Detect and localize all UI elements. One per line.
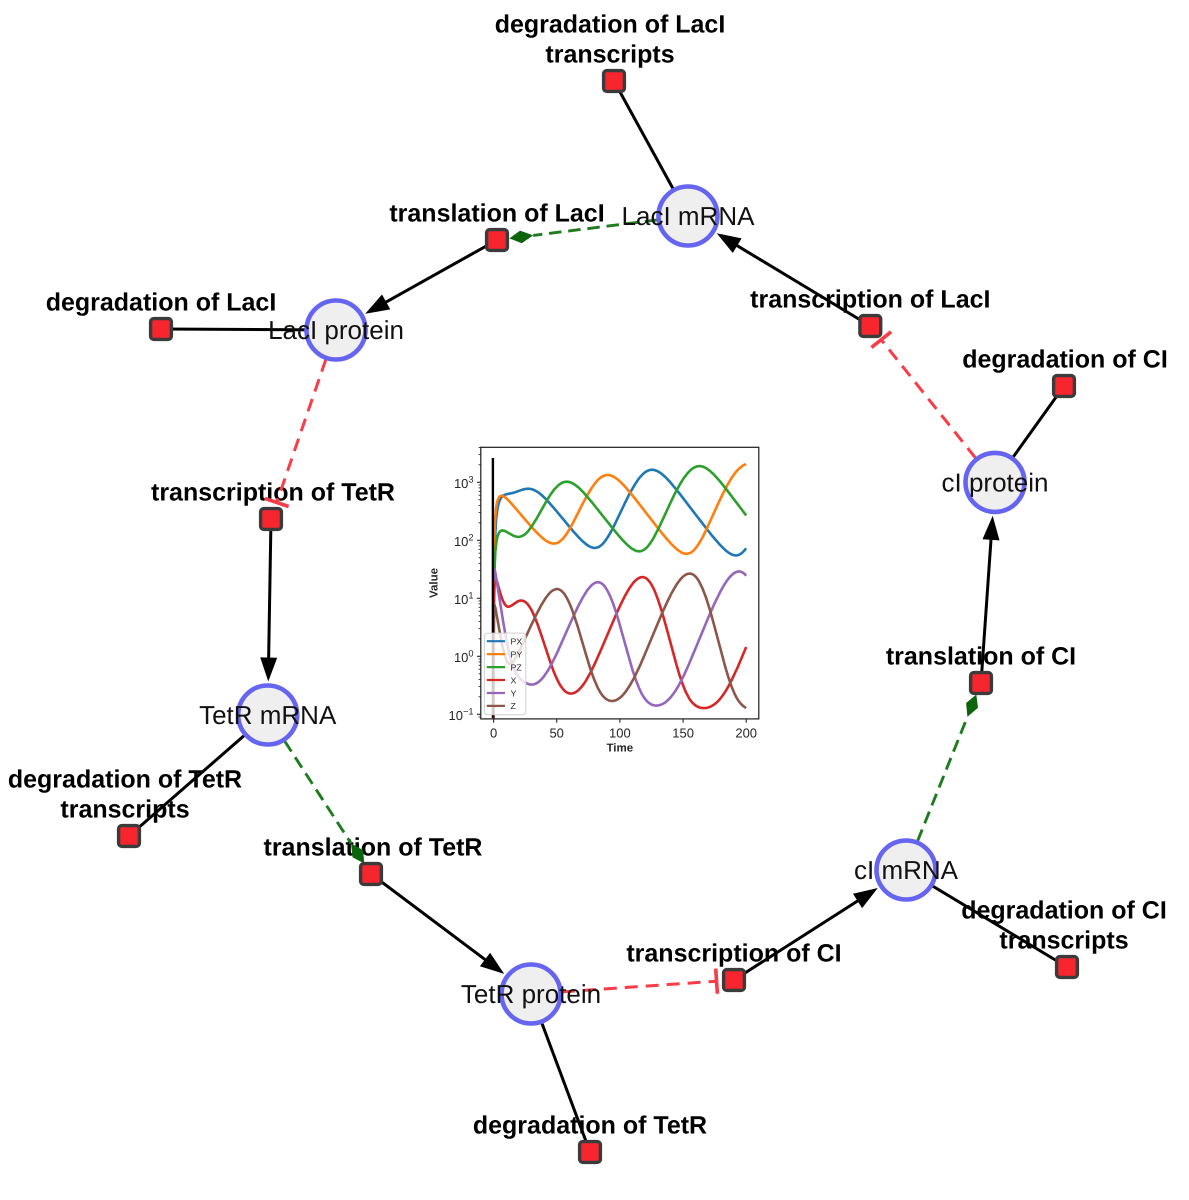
- svg-text:PY: PY: [511, 649, 523, 659]
- svg-text:degradation of CI: degradation of CI: [961, 897, 1167, 925]
- svg-text:LacI mRNA: LacI mRNA: [622, 201, 756, 231]
- svg-text:transcription of LacI: transcription of LacI: [750, 286, 990, 314]
- svg-text:Y: Y: [511, 688, 517, 698]
- svg-text:PZ: PZ: [511, 662, 523, 672]
- svg-text:degradation of TetR: degradation of TetR: [473, 1112, 707, 1140]
- svg-text:cI mRNA: cI mRNA: [854, 855, 959, 885]
- svg-text:0: 0: [490, 725, 497, 740]
- svg-text:X: X: [511, 675, 517, 685]
- svg-text:100: 100: [609, 725, 631, 740]
- svg-text:transcripts: transcripts: [545, 41, 674, 69]
- svg-text:TetR mRNA: TetR mRNA: [199, 700, 337, 730]
- svg-text:degradation of LacI: degradation of LacI: [46, 289, 277, 317]
- svg-text:Time: Time: [606, 743, 633, 755]
- svg-text:translation of TetR: translation of TetR: [264, 834, 483, 862]
- svg-text:PX: PX: [511, 637, 523, 647]
- svg-text:degradation of CI: degradation of CI: [962, 346, 1168, 374]
- svg-text:translation of LacI: translation of LacI: [389, 200, 604, 228]
- svg-text:50: 50: [549, 725, 563, 740]
- svg-text:200: 200: [735, 725, 757, 740]
- svg-text:Value: Value: [429, 568, 441, 598]
- svg-text:transcripts: transcripts: [999, 927, 1128, 955]
- svg-text:TetR protein: TetR protein: [461, 979, 601, 1009]
- svg-text:LacI protein: LacI protein: [268, 315, 404, 345]
- svg-text:degradation of LacI: degradation of LacI: [495, 11, 726, 39]
- svg-text:Z: Z: [511, 701, 517, 711]
- svg-text:transcription of CI: transcription of CI: [626, 940, 841, 968]
- svg-text:cI protein: cI protein: [942, 467, 1049, 497]
- svg-text:150: 150: [672, 725, 694, 740]
